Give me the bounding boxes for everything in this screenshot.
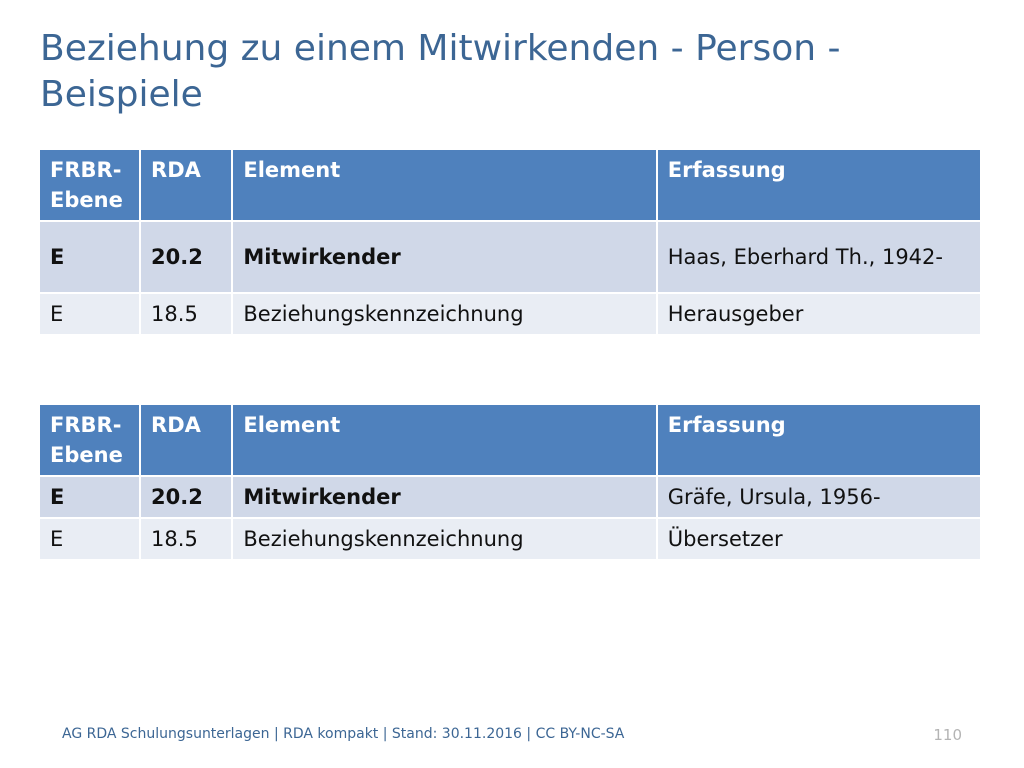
relationship-table-2: FRBR-Ebene RDA Element Erfassung E 20.2 …	[38, 403, 982, 561]
header-rda: RDA	[141, 405, 232, 475]
cell-element: Mitwirkender	[233, 222, 656, 292]
cell-rda: 20.2	[141, 222, 232, 292]
header-element: Element	[233, 405, 656, 475]
table-row: E 18.5 Beziehungskennzeichnung Herausgeb…	[40, 294, 980, 334]
slide-title: Beziehung zu einem Mitwirkenden - Person…	[40, 28, 841, 115]
header-recording: Erfassung	[657, 405, 980, 475]
footer-text: AG RDA Schulungsunterlagen | RDA kompakt…	[62, 726, 625, 742]
table-header-row: FRBR-Ebene RDA Element Erfassung	[40, 405, 980, 475]
header-recording: Erfassung	[657, 150, 980, 220]
cell-frbr-level: E	[40, 477, 140, 517]
table-row: E 18.5 Beziehungskennzeichnung Übersetze…	[40, 519, 980, 559]
cell-recording: Herausgeber	[657, 294, 980, 334]
header-element: Element	[233, 150, 656, 220]
table-header-row: FRBR-Ebene RDA Element Erfassung	[40, 150, 980, 220]
page-number: 110	[933, 726, 962, 744]
cell-element: Mitwirkender	[233, 477, 656, 517]
relationship-table-1: FRBR-Ebene RDA Element Erfassung E 20.2 …	[38, 148, 982, 336]
cell-element: Beziehungskennzeichnung	[233, 519, 656, 559]
cell-frbr-level: E	[40, 519, 140, 559]
table-row: E 20.2 Mitwirkender Haas, Eberhard Th., …	[40, 222, 980, 292]
cell-rda: 18.5	[141, 519, 232, 559]
cell-frbr-level: E	[40, 294, 140, 334]
header-frbr-level: FRBR-Ebene	[40, 405, 140, 475]
cell-recording: Gräfe, Ursula, 1956-	[657, 477, 980, 517]
cell-rda: 20.2	[141, 477, 232, 517]
cell-frbr-level: E	[40, 222, 140, 292]
cell-recording: Übersetzer	[657, 519, 980, 559]
header-rda: RDA	[141, 150, 232, 220]
table-row: E 20.2 Mitwirkender Gräfe, Ursula, 1956-	[40, 477, 980, 517]
cell-element: Beziehungskennzeichnung	[233, 294, 656, 334]
cell-recording: Haas, Eberhard Th., 1942-	[657, 222, 980, 292]
cell-rda: 18.5	[141, 294, 232, 334]
header-frbr-level: FRBR-Ebene	[40, 150, 140, 220]
